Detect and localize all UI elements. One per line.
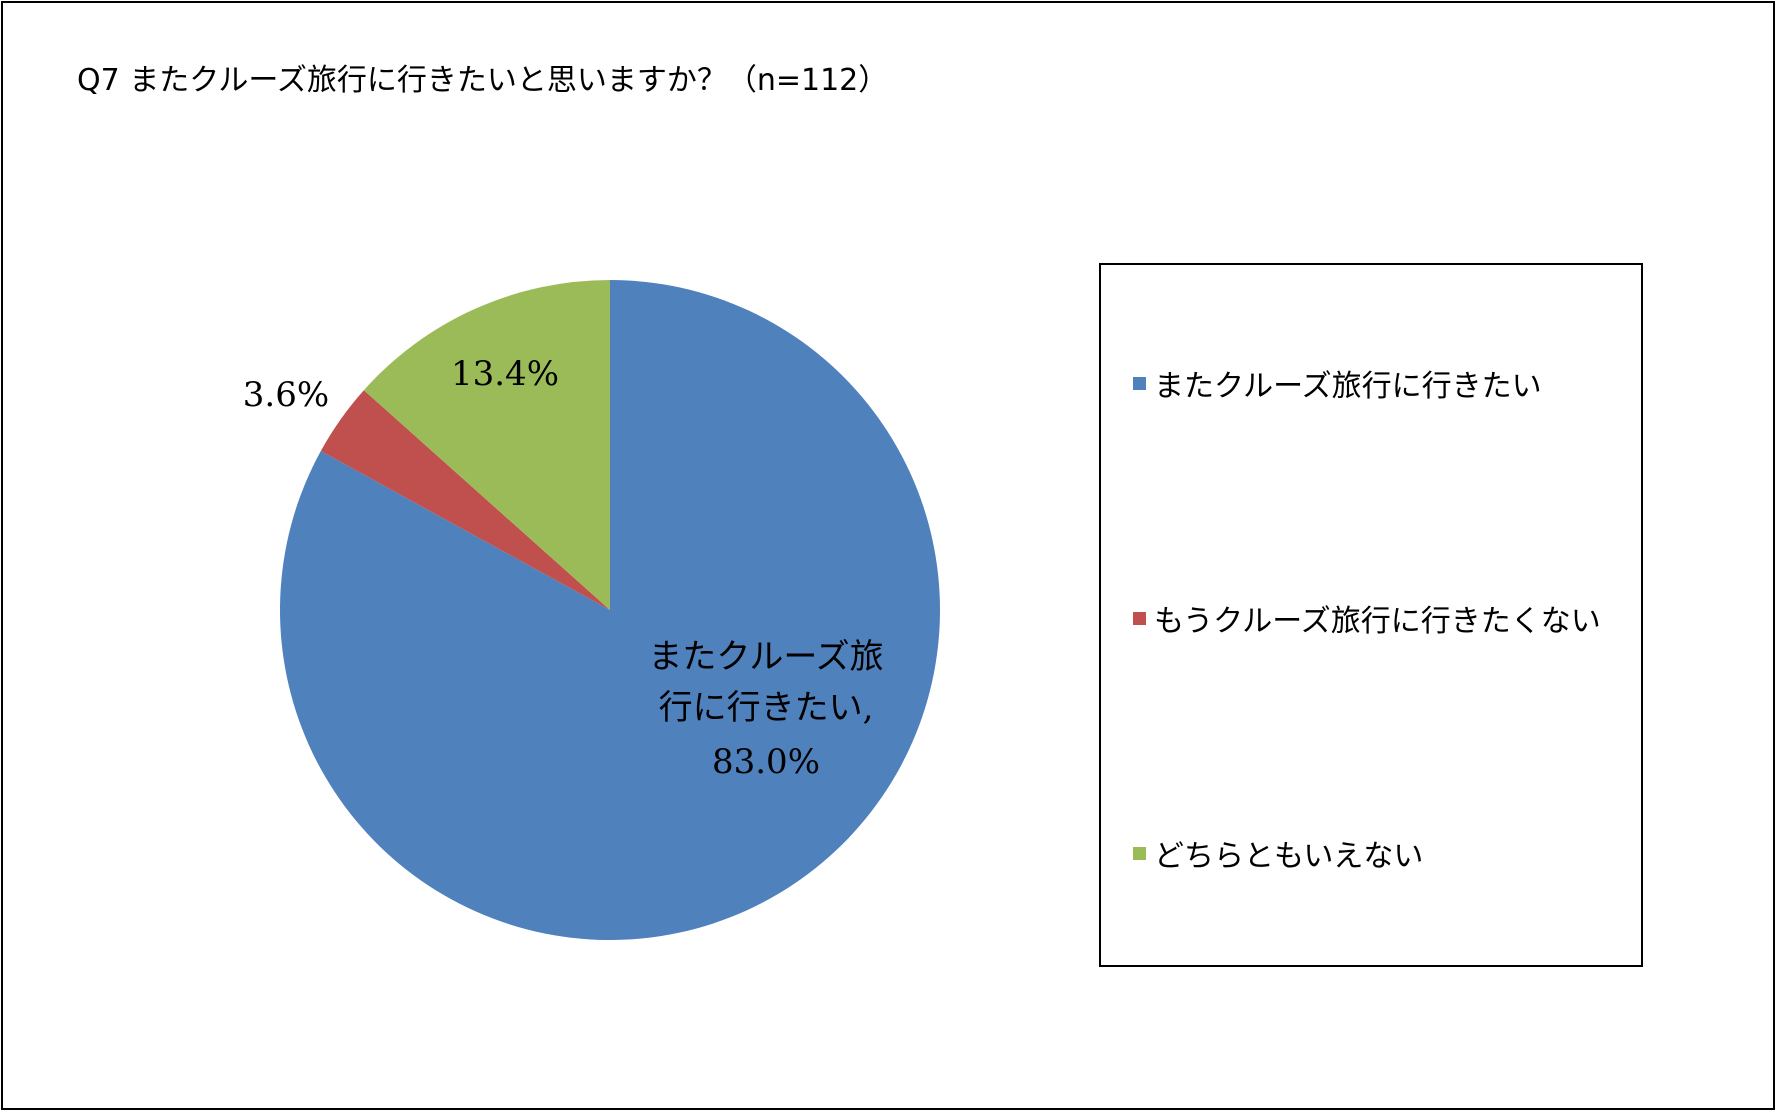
data-label-main-line1: またクルーズ旅	[648, 637, 883, 677]
chart-title: Q7 またクルーズ旅行に行きたいと思いますか？（n=112）	[77, 63, 889, 98]
data-label-main-line2: 行に行きたい,	[659, 688, 874, 728]
data-label-slice-2: 3.6%	[243, 375, 329, 415]
legend-swatch-3	[1133, 846, 1146, 860]
data-label-main-value: 83.0%	[712, 742, 820, 782]
legend-label-2: もうクルーズ旅行に行きたくない	[1154, 604, 1601, 639]
legend-swatch-1	[1133, 376, 1146, 390]
legend-label-1: またクルーズ旅行に行きたい	[1154, 369, 1542, 404]
data-label-slice-3: 13.4%	[451, 354, 559, 394]
legend-item-2: もうクルーズ旅行に行きたくない	[1133, 596, 1601, 640]
legend-item-3: どちらともいえない	[1133, 831, 1423, 875]
pie-chart: またクルーズ旅 行に行きたい, 83.0% 3.6% 13.4%	[243, 280, 940, 940]
pie-slice-3	[363, 280, 610, 610]
legend-label-3: どちらともいえない	[1154, 839, 1424, 874]
legend: またクルーズ旅行に行きたい もうクルーズ旅行に行きたくない どちらともいえない	[1099, 263, 1643, 967]
pie-slice-2	[320, 390, 610, 610]
legend-item-1: またクルーズ旅行に行きたい	[1133, 361, 1542, 405]
legend-swatch-2	[1133, 611, 1146, 625]
